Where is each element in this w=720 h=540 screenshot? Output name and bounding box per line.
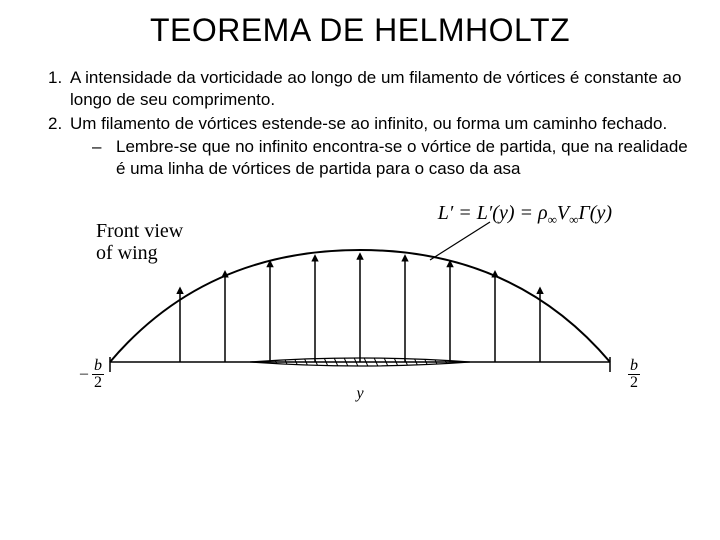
list-text: Um filamento de vórtices estende-se ao i…: [70, 113, 690, 180]
page-title: TEOREMA DE HELMHOLTZ: [30, 12, 690, 49]
frac-den: 2: [628, 375, 640, 391]
frac-den: 2: [92, 375, 104, 391]
left-span-label: – b 2: [80, 358, 104, 391]
list-text: A intensidade da vorticidade ao longo de…: [70, 67, 690, 111]
sub-bullet: –: [92, 136, 116, 180]
diagram-container: Front view of wing L′ = L′(y) = ρ∞V∞Γ(y)…: [30, 202, 690, 397]
list-number: 1.: [48, 67, 70, 111]
frac-num: b: [92, 358, 104, 375]
right-span-label: b 2: [628, 358, 640, 391]
list-item-2: 2. Um filamento de vórtices estende-se a…: [48, 113, 690, 180]
list-item-1: 1. A intensidade da vorticidade ao longo…: [48, 67, 690, 111]
fraction: b 2: [92, 358, 104, 391]
sub-item: – Lembre-se que no infinito encontra-se …: [70, 136, 690, 180]
front-view-label: Front view of wing: [96, 220, 183, 264]
sub-text: Lembre-se que no infinito encontra-se o …: [116, 136, 690, 180]
lift-formula: L′ = L′(y) = ρ∞V∞Γ(y): [438, 202, 612, 228]
minus-sign: –: [80, 365, 88, 382]
fraction: b 2: [628, 358, 640, 391]
frac-num: b: [628, 358, 640, 375]
list-number: 2.: [48, 113, 70, 180]
front-view-line1: Front view: [96, 220, 183, 242]
formula-text: L′ = L′(y) = ρ∞V∞Γ(y): [438, 202, 612, 224]
list-text-span: Um filamento de vórtices estende-se ao i…: [70, 114, 667, 133]
numbered-list: 1. A intensidade da vorticidade ao longo…: [30, 67, 690, 180]
y-axis-label: y: [356, 385, 363, 403]
front-view-line2: of wing: [96, 242, 158, 264]
